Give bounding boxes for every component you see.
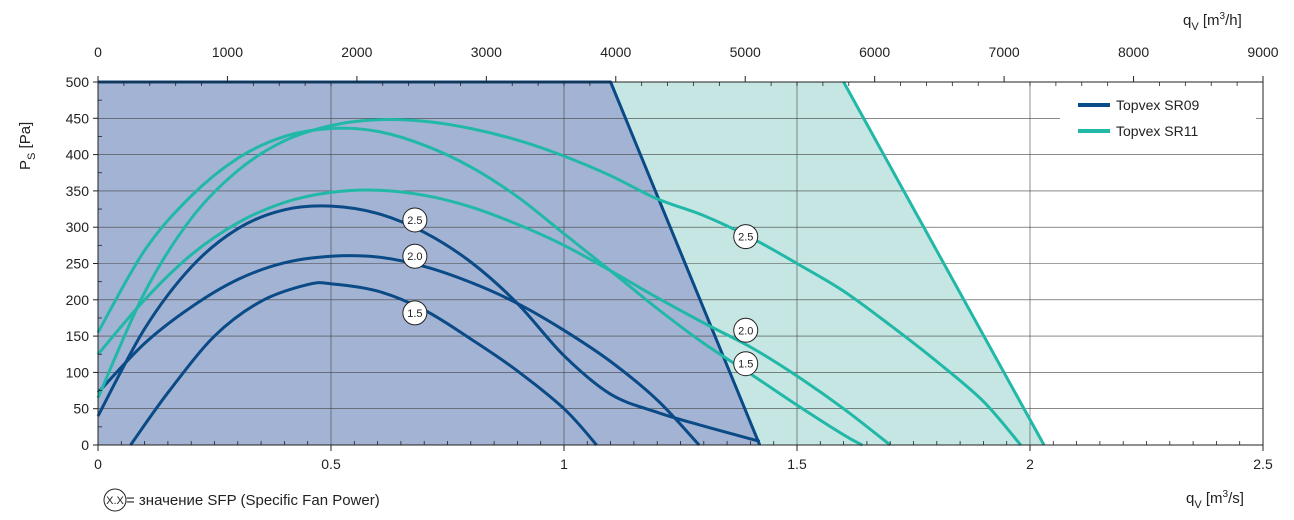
y-tick-label-4: 200 <box>66 292 90 308</box>
curve-topvex-sr09-sfp-1-5-4 <box>129 281 598 446</box>
sfp-circle-4 <box>733 317 759 343</box>
y-tick-label-6: 300 <box>66 219 90 235</box>
y-tick-label-7: 350 <box>66 183 90 199</box>
x-top-tick-label-6: 6000 <box>859 44 890 60</box>
x-tick-label-4: 2 <box>1026 456 1034 472</box>
legend: Topvex SR09 Topvex SR11 <box>1060 92 1256 144</box>
x-tick-label-2: 1 <box>560 456 568 472</box>
x-top-axis-title-sup: 3 <box>1220 11 1226 22</box>
x-tick-label-3: 1.5 <box>787 456 807 472</box>
legend-label-sr11: Topvex SR11 <box>1116 123 1198 139</box>
x-top-axis-title: qV [m3/h] <box>1183 11 1242 33</box>
x-bottom-axis-title-sup: 3 <box>1223 489 1229 500</box>
y-axis-title: PS [Pa] <box>17 122 38 170</box>
y-tick-label-1: 50 <box>73 401 89 417</box>
curve-topvex-sr09-sfp-2-5-2 <box>96 204 761 443</box>
footnote-text: = значение SFP (Specific Fan Power) <box>126 492 380 509</box>
x-top-axis-title-main: q <box>1183 12 1191 29</box>
x-top-tick-label-9: 9000 <box>1247 44 1278 60</box>
x-top-axis-title-post: /h] <box>1225 12 1242 29</box>
y-tick-label-3: 150 <box>66 328 90 344</box>
y-axis-title-main: P <box>17 160 34 170</box>
x-tick-label-0: 0 <box>94 456 102 472</box>
x-tick-label-1: 0.5 <box>321 456 341 472</box>
y-tick-label-5: 250 <box>66 256 90 272</box>
sfp-label-3: 2.5 <box>738 232 753 244</box>
legend-label-sr09: Topvex SR09 <box>1116 97 1199 113</box>
sfp-circle-0 <box>402 207 428 233</box>
x-top-tick-label-7: 7000 <box>989 44 1020 60</box>
y-tick-label-9: 450 <box>66 110 90 126</box>
x-top-tick-label-0: 0 <box>94 44 102 60</box>
y-tick-label-0: 0 <box>81 437 89 453</box>
x-top-tick-label-4: 4000 <box>600 44 631 60</box>
x-top-axis-title-sub: V <box>1191 21 1199 33</box>
x-top-tick-label-2: 2000 <box>341 44 372 60</box>
sfp-circle-5 <box>733 351 759 377</box>
sfp-label-5: 1.5 <box>738 359 753 371</box>
curve-topvex-sr11-sfp-2-5-5 <box>96 117 1022 446</box>
sfp-label-0: 2.5 <box>407 215 422 227</box>
sfp-label-4: 2.0 <box>738 325 753 337</box>
sfp-circle-1 <box>402 243 428 269</box>
curve-topvex-sr11-sfp-2-0-6 <box>96 188 892 447</box>
y-tick-label-2: 100 <box>66 364 90 380</box>
x-bottom-axis-title-unit: [m <box>1202 490 1223 507</box>
x-tick-label-5: 2.5 <box>1253 456 1273 472</box>
footnote-symbol-circle <box>103 488 127 512</box>
x-top-tick-label-1: 1000 <box>212 44 243 60</box>
footnote-symbol: X.X <box>106 495 124 507</box>
sfp-label-1: 2.0 <box>407 251 422 263</box>
sfp-footnote: X.X = значение SFP (Specific Fan Power) <box>103 488 380 512</box>
x-bottom-axis-title-sub: V <box>1194 499 1202 511</box>
x-bottom-axis-title-post: /s] <box>1228 490 1244 507</box>
grid-lines <box>98 82 1263 445</box>
sfp-labels: 2.5 2.0 1.5 2.5 2.0 1.5 <box>402 207 759 377</box>
curve-topvex-sr09-sfp-2-0-3 <box>96 254 701 447</box>
legend-background <box>1060 92 1256 144</box>
x-bottom-axis-title-main: q <box>1186 490 1194 507</box>
y-axis-title-sub: S <box>26 153 38 160</box>
x-top-tick-label-5: 5000 <box>730 44 761 60</box>
sfp-circle-3 <box>733 224 759 250</box>
y-axis-title-unit: [Pa] <box>17 122 34 153</box>
sfp-label-2: 1.5 <box>407 308 422 320</box>
x-top-tick-label-3: 3000 <box>471 44 502 60</box>
y-tick-label-10: 500 <box>66 74 90 90</box>
x-top-tick-label-8: 8000 <box>1118 44 1149 60</box>
x-bottom-axis-title: qV [m3/s] <box>1186 489 1244 511</box>
y-tick-label-8: 400 <box>66 147 90 163</box>
sfp-circle-2 <box>402 300 428 326</box>
x-top-axis-title-unit: [m <box>1199 12 1220 29</box>
curve-topvex-sr11-limit-1 <box>842 81 1046 446</box>
